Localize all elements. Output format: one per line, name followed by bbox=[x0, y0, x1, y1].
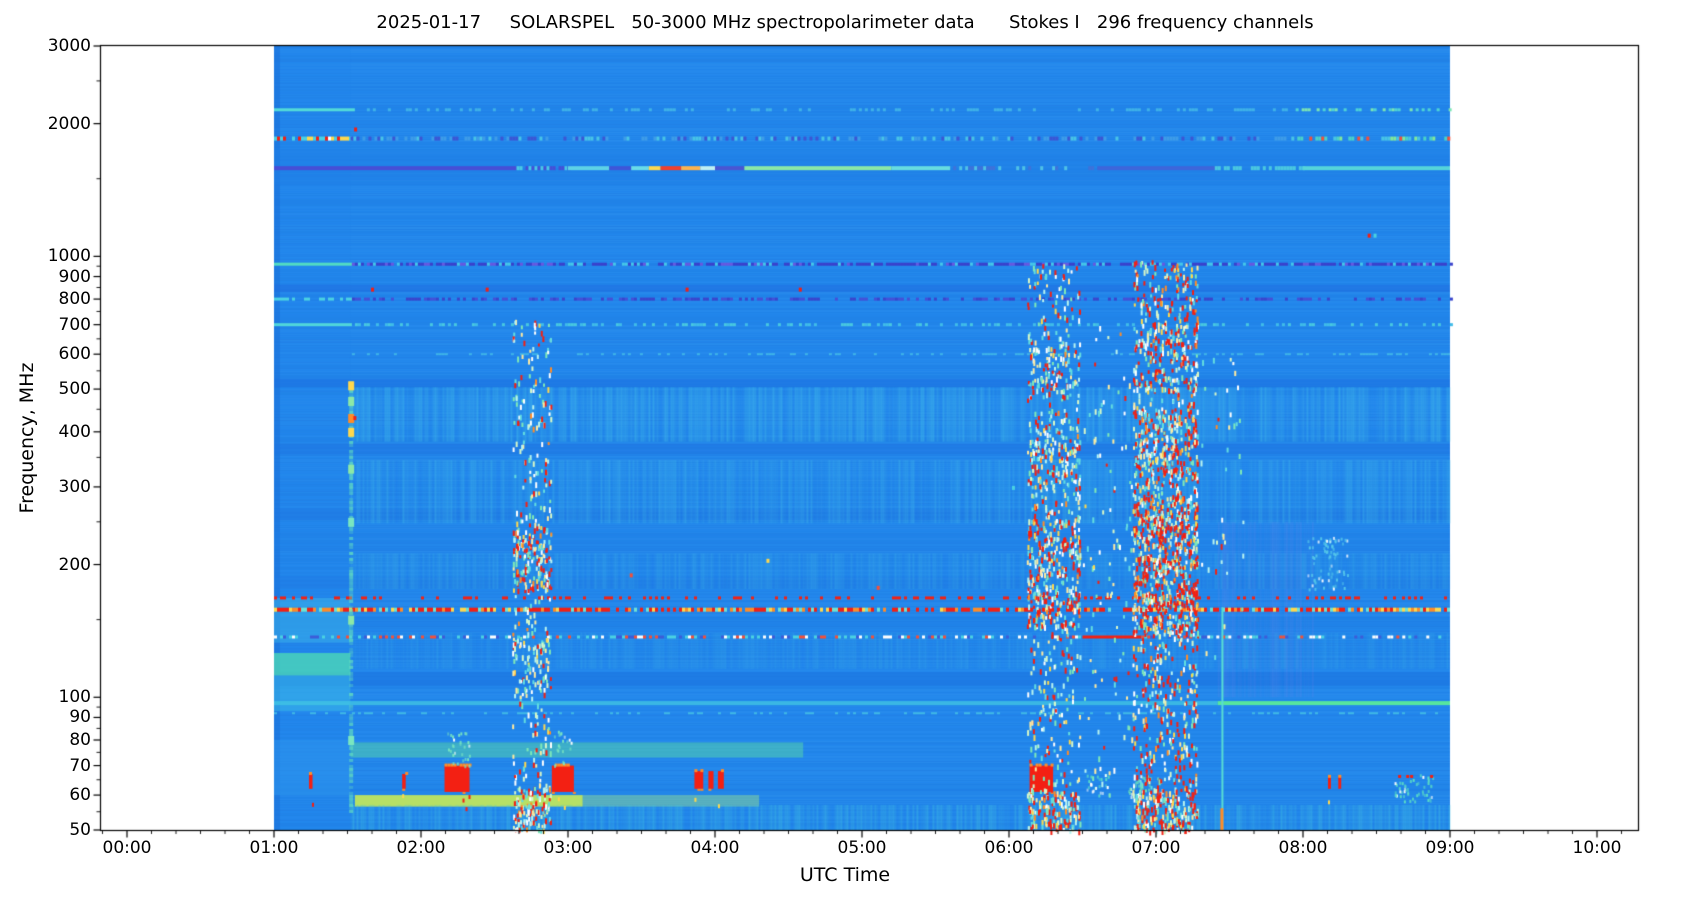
x-tick-label: 04:00 bbox=[690, 838, 740, 858]
x-tick-label: 10:00 bbox=[1572, 838, 1622, 858]
y-tick-label: 500 bbox=[58, 379, 91, 400]
x-axis-label: UTC Time bbox=[799, 864, 891, 886]
y-tick-label: 200 bbox=[58, 554, 91, 575]
chart-title: 2025-01-17 SOLARSPEL 50-3000 MHz spectro… bbox=[376, 12, 1314, 33]
x-tick-label: 07:00 bbox=[1131, 838, 1181, 858]
x-tick-label: 02:00 bbox=[396, 838, 446, 858]
x-tick-label: 09:00 bbox=[1425, 838, 1475, 858]
x-tick-label: 03:00 bbox=[543, 838, 593, 858]
y-tick-label: 100 bbox=[58, 687, 91, 708]
y-tick-label: 700 bbox=[58, 314, 91, 335]
y-tick-label: 800 bbox=[58, 289, 91, 310]
x-tick-label: 00:00 bbox=[102, 838, 152, 858]
y-tick-label: 2000 bbox=[47, 113, 91, 134]
x-tick-label: 05:00 bbox=[837, 838, 887, 858]
x-tick-label: 08:00 bbox=[1278, 838, 1328, 858]
y-tick-label: 3000 bbox=[47, 36, 91, 56]
y-tick-label: 80 bbox=[69, 730, 91, 750]
y-tick-label: 70 bbox=[69, 755, 91, 776]
x-tick-label: 01:00 bbox=[249, 838, 299, 858]
y-tick-label: 1000 bbox=[47, 246, 91, 267]
y-tick-label: 400 bbox=[58, 421, 91, 442]
y-tick-label: 900 bbox=[58, 266, 91, 287]
y-tick-label: 60 bbox=[69, 785, 91, 806]
y-tick-label: 600 bbox=[58, 344, 91, 365]
y-tick-label: 300 bbox=[58, 476, 91, 497]
y-tick-label: 90 bbox=[69, 707, 91, 728]
x-tick-label: 06:00 bbox=[984, 838, 1034, 858]
y-tick-label: 50 bbox=[69, 820, 91, 840]
